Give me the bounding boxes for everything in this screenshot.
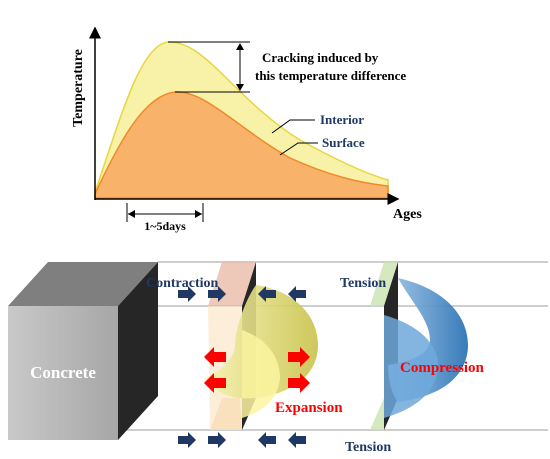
compression-label: Compression [400,360,485,376]
concrete-block-top [8,262,158,306]
duration-arrow-left [128,210,135,218]
difference-arrow-down [236,84,244,91]
expansion-arrows [204,347,310,393]
tension-bottom-label: Tension [345,440,391,455]
annotation-line-2: this temperature difference [255,68,406,83]
blue-profile-front [384,315,438,418]
surface-curve [94,91,389,199]
y-axis-label: Temperature [71,49,86,127]
interior-label: Interior [320,112,364,127]
interior-leader [271,119,315,134]
stress-section: Concrete [8,261,548,455]
surface-label: Surface [322,135,365,150]
concrete-block-front [8,306,118,440]
x-axis-label: Ages [393,207,422,222]
concrete-block-side [118,262,158,440]
contraction-arrows-top [178,286,306,302]
expansion-label: Expansion [275,400,343,416]
contraction-label: Contraction [146,276,219,291]
temperature-graph: Temperature Ages Cracking induced by thi… [71,26,422,233]
contraction-arrows-bottom [178,432,306,448]
annotation-line-1: Cracking induced by [262,50,379,65]
tension-top-label: Tension [340,276,386,291]
concrete-label: Concrete [30,363,96,382]
duration-arrow-right [195,210,202,218]
duration-label: 1~5days [144,219,186,233]
slab2-top-face [370,262,398,306]
yellow-profile-front [242,330,280,418]
difference-arrow-up [236,43,244,50]
surface-leader [279,142,318,156]
